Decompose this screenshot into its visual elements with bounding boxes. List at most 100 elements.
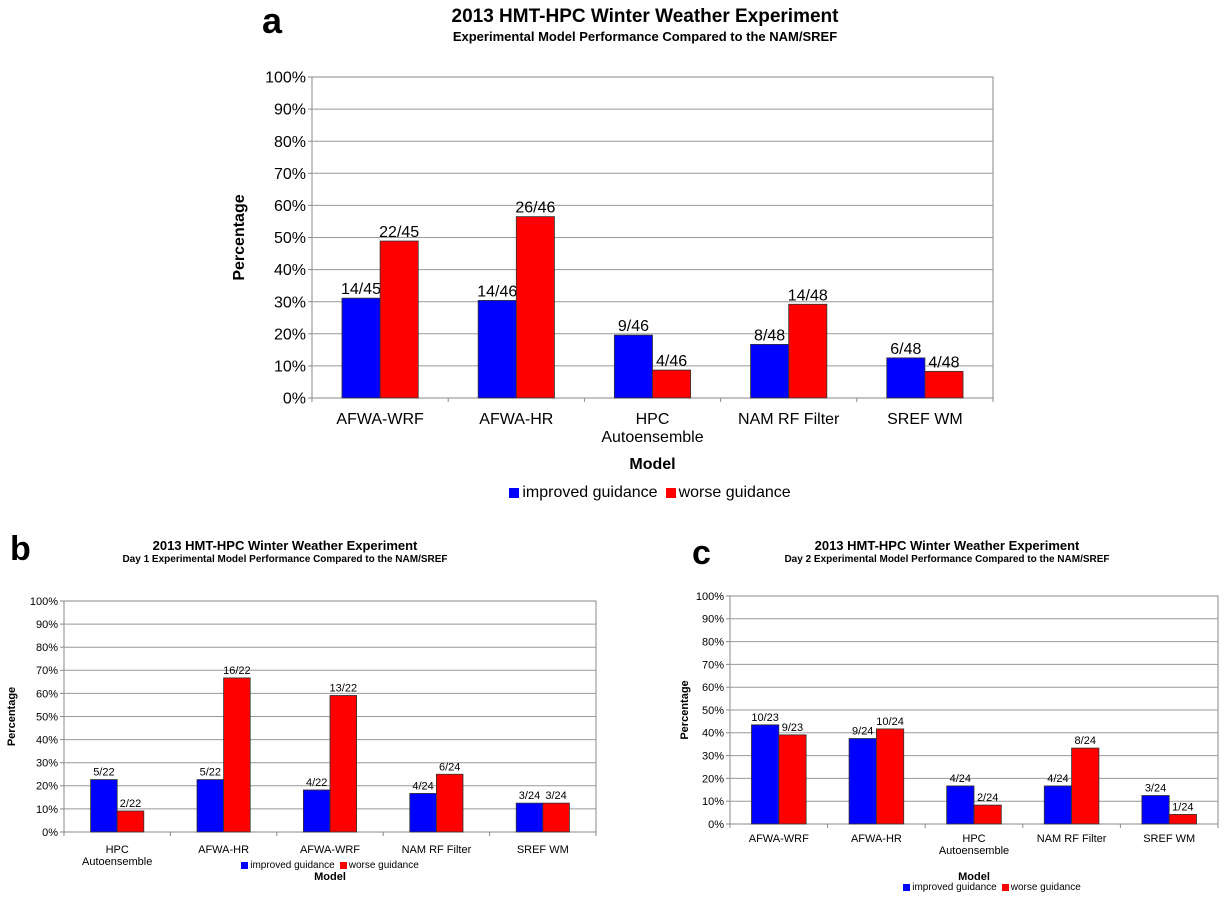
bar-c-worse [1168,814,1197,825]
legend-label-improved-a: improved guidance [522,484,658,501]
y-tick-label-a: 90% [274,102,306,119]
bar-b-improved [515,802,544,833]
bar-b-worse [542,802,570,833]
data-label-b: 5/22 [93,767,114,779]
y-tick-label-b: 100% [30,596,58,608]
y-tick-label-a: 60% [274,198,306,215]
bar-a-worse [379,240,419,399]
y-tick-label-c: 0% [708,819,724,831]
chart-legend-b: improved guidance worse guidance [150,860,510,871]
legend-item-improved-c: improved guidance [903,882,997,893]
legend-swatch-improved-b [241,862,249,869]
data-label-c: 1/24 [1172,801,1193,813]
y-tick-label-b: 80% [36,642,58,654]
y-axis-label-a: Percentage [231,194,248,280]
bar-a-improved [613,334,653,399]
bar-a-improved [477,300,517,399]
data-label-b: 4/22 [306,777,327,789]
x-axis-label-a: Model [629,456,675,473]
data-label-c: 8/24 [1075,735,1096,747]
chart-title-c: 2013 HMT-HPC Winter Weather Experiment [814,538,1080,553]
data-label-b: 2/22 [120,798,141,810]
y-tick-label-c: 50% [702,705,724,717]
legend-swatch-improved-a [509,488,520,498]
y-tick-label-b: 90% [36,619,58,631]
x-tick-label-c: Autoensemble [939,845,1009,857]
legend-swatch-improved-c [903,884,911,891]
y-tick-label-b: 50% [36,711,58,723]
bar-b-worse [223,677,251,833]
data-label-a: 9/46 [618,318,649,335]
x-tick-label-c: NAM RF Filter [1037,833,1107,845]
bar-b-improved [196,779,225,833]
bar-b-worse [435,773,464,833]
y-tick-label-b: 10% [36,804,58,816]
data-label-c: 10/24 [876,716,904,728]
y-tick-label-c: 60% [702,682,724,694]
panel-letter-c: c [692,534,711,572]
y-tick-label-c: 90% [702,614,724,626]
legend-swatch-worse-a [665,488,676,498]
chart-title-block-c: 2013 HMT-HPC Winter Weather Experiment D… [732,538,1162,565]
legend-label-worse-b: worse guidance [348,860,419,871]
bar-chart-a: 0% 10% 20% 30% 40% 50% 60% 70% 80% 90% 100% 14/45 22… [231,70,994,473]
data-label-a: 8/48 [754,327,785,344]
data-label-c: 9/23 [782,722,803,734]
chart-title-a: 2013 HMT-HPC Winter Weather Experiment [451,6,839,27]
data-label-b: 3/24 [545,790,566,802]
data-label-b: 13/22 [330,682,358,694]
chart-panel-c: c 2013 HMT-HPC Winter Weather Experiment… [612,520,1225,907]
x-tick-label-a: NAM RF Filter [738,411,840,428]
chart-subtitle-a: Experimental Model Performance Compared … [452,29,838,44]
chart-panel-b: b 2013 HMT-HPC Winter Weather Experiment… [0,520,612,907]
bar-b-worse [329,695,358,833]
bar-a-improved [886,357,926,399]
bar-c-improved [1043,785,1072,825]
data-label-c: 2/24 [977,792,998,804]
bar-c-worse [973,804,1002,825]
data-label-a: 6/48 [890,341,921,358]
data-label-c: 10/23 [751,712,779,724]
x-tick-label-b: Autoensemble [82,856,152,868]
legend-item-worse-b: worse guidance [339,860,419,871]
y-tick-label-a: 0% [283,391,306,408]
y-tick-label-a: 40% [274,262,306,279]
chart-title-b: 2013 HMT-HPC Winter Weather Experiment [152,538,418,553]
y-tick-label-b: 40% [36,734,58,746]
x-tick-label-b: AFWA-WRF [300,844,360,856]
data-label-c: 4/24 [1047,773,1068,785]
bar-b-worse [116,810,145,833]
y-tick-label-b: 60% [36,688,58,700]
chart-subtitle-c: Day 2 Experimental Model Performance Com… [784,554,1110,565]
x-tick-label-a: AFWA-WRF [336,411,424,428]
data-label-c: 4/24 [950,773,971,785]
chart-title-block-a: 2013 HMT-HPC Winter Weather Experiment E… [310,6,980,44]
legend-item-worse-a: worse guidance [665,484,791,502]
bar-b-improved [90,779,118,833]
data-label-a: 26/46 [515,200,555,217]
y-tick-label-c: 40% [702,728,724,740]
data-label-a: 14/48 [788,287,828,304]
data-label-b: 3/24 [519,790,540,802]
x-tick-label-b: NAM RF Filter [402,844,472,856]
y-tick-label-a: 100% [265,70,306,87]
y-axis-label-b: Percentage [6,687,18,746]
bar-c-worse [876,728,905,825]
y-tick-label-a: 50% [274,230,306,247]
y-tick-label-a: 10% [274,359,306,376]
x-axis-label-b: Model [314,871,346,883]
x-tick-label-c: AFWA-HR [851,833,902,845]
y-tick-label-b: 70% [36,665,58,677]
bar-chart-c: 0%10%20%30%40%50%60%70%80%90%100%10/239/… [679,591,1219,883]
y-tick-label-b: 30% [36,758,58,770]
data-label-b: 4/24 [412,780,433,792]
bar-c-worse [778,734,807,825]
data-label-a: 4/48 [928,354,959,371]
data-label-a: 14/45 [341,281,381,298]
chart-panel-a: a 2013 HMT-HPC Winter Weather Experiment… [231,0,994,502]
data-label-b: 6/24 [439,761,460,773]
x-tick-label-c: HPC [962,833,985,845]
bar-c-improved [946,785,975,825]
y-tick-label-c: 20% [702,773,724,785]
legend-label-improved-b: improved guidance [250,860,335,871]
